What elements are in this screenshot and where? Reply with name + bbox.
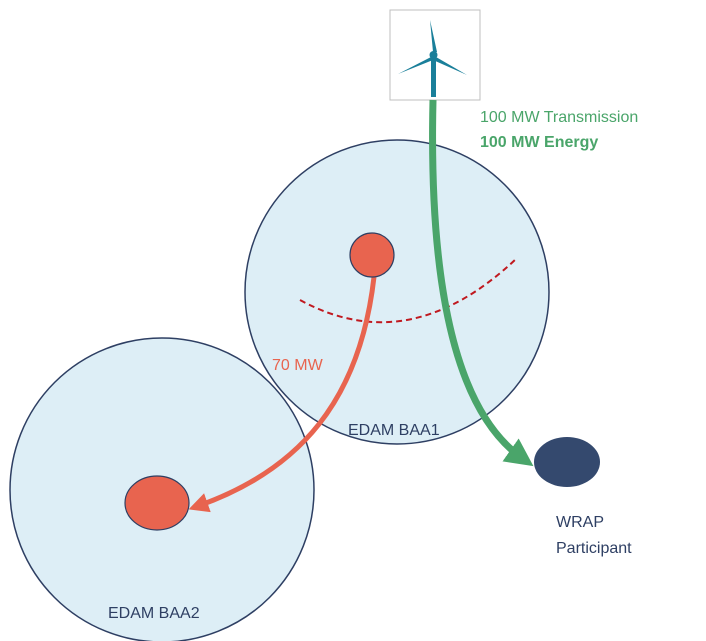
wrap-label: Participant — [556, 540, 632, 557]
flow-arrow — [188, 276, 377, 513]
baa2-node — [124, 475, 190, 531]
flow-label: 70 MW — [272, 357, 324, 374]
wrap-node — [534, 437, 600, 487]
energy-label: 100 MW Energy — [480, 134, 598, 151]
baa2-label: EDAM BAA2 — [108, 605, 200, 622]
wrap-label: WRAP — [556, 514, 604, 531]
transmission-label: 100 MW Transmission — [480, 109, 638, 126]
baa1-region — [244, 139, 550, 445]
baa1-node — [349, 232, 395, 278]
constraint-arc — [299, 257, 518, 324]
wind-turbine-icon — [398, 20, 467, 97]
baa1-label: EDAM BAA1 — [348, 422, 440, 439]
energy-arrow — [429, 99, 534, 467]
